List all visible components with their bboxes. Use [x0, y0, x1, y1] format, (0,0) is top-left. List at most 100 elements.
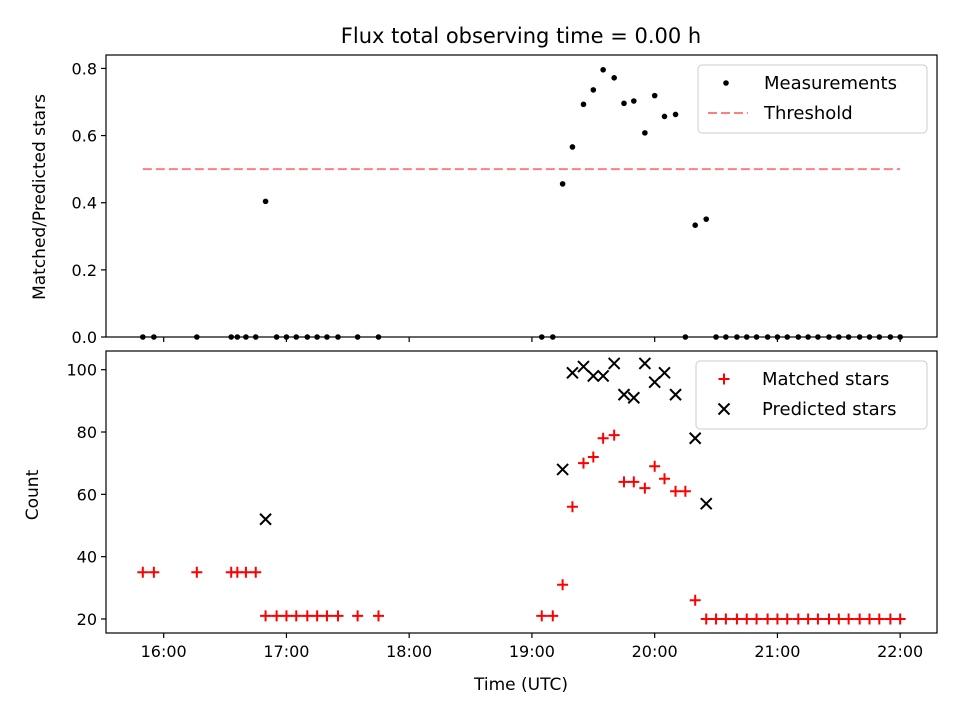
measurement-point: [672, 111, 679, 118]
legend-box: [697, 64, 928, 134]
x-tick-label: 21:00: [754, 642, 800, 661]
matched-star-point: [894, 613, 906, 625]
measurement-point: [642, 130, 648, 136]
y-tick-label: 20: [77, 610, 97, 629]
matched-star-point: [863, 613, 875, 625]
matched-star-point: [311, 610, 323, 622]
measurement-point: [611, 75, 617, 81]
matched-star-point: [792, 613, 804, 625]
matched-star-point: [547, 610, 559, 622]
predicted-star-point: [627, 391, 641, 404]
predicted-star-point: [638, 357, 652, 370]
matched-star-point: [710, 613, 722, 625]
matched-star-point: [628, 476, 640, 488]
x-tick-label: 16:00: [141, 642, 187, 661]
measurement-point: [661, 113, 668, 120]
legend-label: Measurements: [764, 73, 897, 94]
matched-star-point: [854, 613, 866, 625]
measurement-point: [631, 98, 637, 104]
x-tick-label: 18:00: [386, 642, 432, 661]
legend-box: [695, 360, 928, 430]
matched-star-point: [321, 610, 333, 622]
matched-star-point: [240, 566, 252, 578]
legend: Matched stars Predicted stars: [695, 360, 928, 430]
measurement-point: [559, 181, 566, 187]
matched-star-point: [751, 613, 763, 625]
y-tick-label: 0.4: [72, 194, 97, 213]
predicted-star-point: [577, 360, 590, 373]
x-tick-label: 20:00: [632, 642, 678, 661]
matched-star-point: [720, 613, 732, 625]
predicted-star-point: [607, 357, 621, 370]
matched-star-point: [670, 485, 682, 497]
legend: Measurements Threshold: [697, 64, 928, 134]
legend-marker-plus: [718, 373, 730, 385]
matched-star-point: [771, 613, 783, 625]
legend-marker-x: [717, 402, 731, 416]
matched-star-point: [566, 501, 578, 513]
predicted-star-point: [700, 497, 713, 510]
measurement-point: [703, 216, 710, 222]
legend-marker-dot: [723, 80, 729, 86]
y-tick-label: 100: [66, 361, 97, 380]
matched-star-point: [741, 613, 753, 625]
matched-star-point: [639, 482, 651, 494]
matched-star-point: [577, 457, 589, 469]
bottom-panel: Count 16:00 17:00 18:00 19:00 20:00 21:00 22:0…: [23, 350, 938, 661]
matched-star-point: [372, 610, 384, 622]
measurement-point: [262, 198, 269, 205]
matched-star-point: [618, 476, 630, 488]
matched-star-point: [536, 610, 548, 622]
y-tick-label: 60: [77, 485, 97, 504]
measurement-point: [590, 87, 597, 93]
matched-star-point: [352, 610, 364, 622]
matched-star-point: [280, 610, 292, 622]
matched-star-point: [762, 613, 774, 625]
matched-star-point: [587, 451, 599, 463]
series-matched-stars: [137, 429, 906, 625]
measurement-point: [692, 222, 698, 229]
matched-star-point: [250, 566, 262, 578]
y-tick-label: 40: [77, 548, 97, 567]
predicted-star-point: [556, 463, 569, 476]
x-tick-label: 19:00: [509, 642, 555, 661]
measurement-point: [621, 100, 627, 107]
matched-star-point: [823, 613, 835, 625]
predicted-star-point: [596, 369, 610, 383]
matched-star-point: [884, 613, 896, 625]
measurement-point: [569, 144, 576, 150]
x-tick-label: 17:00: [263, 642, 309, 661]
matched-star-point: [873, 613, 885, 625]
predicted-star-point: [259, 513, 272, 526]
y-tick-label: 0.0: [72, 328, 97, 347]
matched-star-point: [557, 579, 569, 591]
plot-frame: [105, 54, 938, 338]
matched-star-point: [597, 432, 609, 444]
matched-star-point: [812, 613, 824, 625]
matched-star-point: [843, 613, 855, 625]
predicted-star-point: [648, 375, 661, 389]
y-tick-label: 0.6: [72, 127, 97, 146]
measurement-point: [651, 92, 658, 99]
legend-label: Predicted stars: [762, 399, 896, 420]
y-tick-label: 0.2: [72, 261, 97, 280]
matched-star-point: [781, 613, 793, 625]
measurement-point: [600, 66, 606, 73]
matched-star-point: [290, 610, 302, 622]
y-tick-label: 80: [77, 423, 97, 442]
legend-label: Threshold: [763, 103, 853, 124]
matched-star-point: [137, 566, 149, 578]
matched-star-point: [700, 613, 712, 625]
matched-star-point: [802, 613, 814, 625]
matched-star-point: [731, 613, 743, 625]
matched-star-point: [679, 485, 691, 497]
matched-star-point: [271, 610, 283, 622]
series-predicted-stars: [259, 357, 713, 526]
plot-frame: [105, 350, 938, 634]
top-panel: Matched/Predicted stars 0.0 0.2 0.4 0.6 0.8 M…: [30, 54, 938, 347]
matched-star-point: [689, 594, 701, 606]
matched-star-point: [191, 566, 203, 578]
matched-star-point: [833, 613, 845, 625]
measurement-point: [580, 101, 587, 108]
